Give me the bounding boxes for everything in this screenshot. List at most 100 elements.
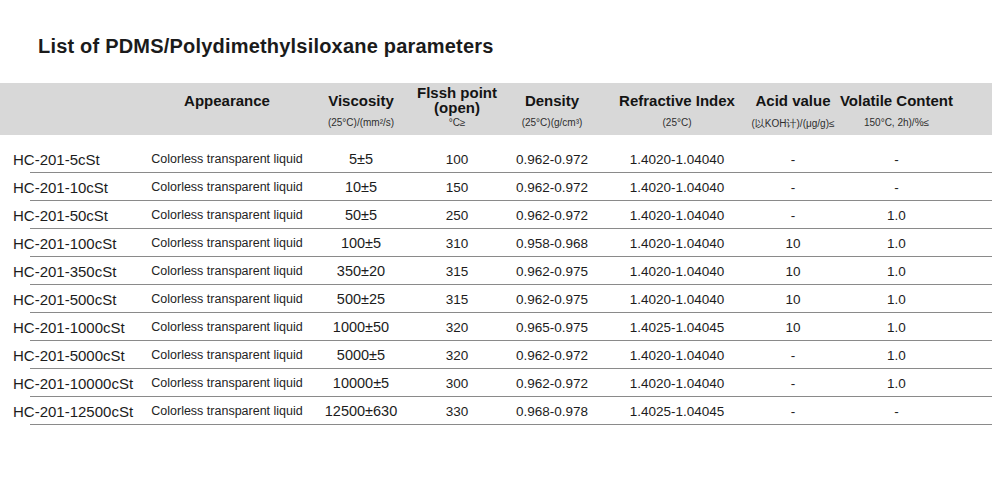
table-row: HC-201-350cSt Colorless transparent liqu…	[0, 257, 992, 285]
header-cell-refractive-index: Refractive Index (25°C)	[606, 83, 748, 135]
product-name-cell: HC-201-100cSt	[0, 235, 148, 252]
viscosity-cell: 12500±630	[306, 403, 416, 419]
product-name-cell: HC-201-10cSt	[0, 179, 148, 196]
product-name-cell: HC-201-5000cSt	[0, 347, 148, 364]
density-cell: 0.962-0.975	[498, 292, 606, 307]
flash-point-cell: 300	[416, 376, 498, 391]
viscosity-cell: 10±5	[306, 179, 416, 195]
header-cell-product	[0, 83, 148, 135]
density-cell: 0.958-0.968	[498, 236, 606, 251]
density-cell: 0.962-0.975	[498, 264, 606, 279]
acid-value-cell: -	[748, 152, 838, 167]
refractive-index-cell: 1.4020-1.04040	[606, 376, 748, 391]
table-row: HC-201-5cSt Colorless transparent liquid…	[0, 145, 992, 173]
header-cell-acid-value: Acid value (以KOH计)/(μg/g)≤	[748, 83, 838, 135]
volatile-content-cell: 1.0	[838, 236, 955, 251]
column-header-unit: °C≥	[449, 117, 466, 130]
header-cell-volatile-content: Volatile Content 150°C, 2h)/%≤	[838, 83, 955, 135]
volatile-content-cell: -	[838, 152, 955, 167]
product-name-cell: HC-201-10000cSt	[0, 375, 148, 392]
volatile-content-cell: 1.0	[838, 264, 955, 279]
table-row: HC-201-50cSt Colorless transparent liqui…	[0, 201, 992, 229]
page-title: List of PDMS/Polydimethylsiloxane parame…	[0, 0, 992, 60]
flash-point-cell: 310	[416, 236, 498, 251]
column-header-label: Acid value	[755, 83, 830, 117]
table-row: HC-201-10000cSt Colorless transparent li…	[0, 369, 992, 397]
refractive-index-cell: 1.4025-1.04045	[606, 404, 748, 419]
density-cell: 0.962-0.972	[498, 180, 606, 195]
flash-point-cell: 320	[416, 320, 498, 335]
column-header-label: Density	[525, 83, 579, 117]
volatile-content-cell: 1.0	[838, 292, 955, 307]
column-header-label: Viscosity	[328, 83, 394, 117]
flash-point-cell: 100	[416, 152, 498, 167]
column-header-label-line1: Flssh point	[417, 85, 497, 100]
viscosity-cell: 1000±50	[306, 319, 416, 335]
table-row: HC-201-1000cSt Colorless transparent liq…	[0, 313, 992, 341]
flash-point-cell: 150	[416, 180, 498, 195]
header-cell-density: Density (25°C)(g/cm³)	[498, 83, 606, 135]
refractive-index-cell: 1.4020-1.04040	[606, 236, 748, 251]
flash-point-cell: 250	[416, 208, 498, 223]
volatile-content-cell: -	[838, 404, 955, 419]
viscosity-cell: 500±25	[306, 291, 416, 307]
column-header-unit: (25°C)/(mm²/s)	[328, 117, 394, 130]
column-header-unit: (25°C)(g/cm³)	[522, 117, 583, 130]
flash-point-cell: 330	[416, 404, 498, 419]
density-cell: 0.962-0.972	[498, 208, 606, 223]
acid-value-cell: -	[748, 404, 838, 419]
volatile-content-cell: 1.0	[838, 348, 955, 363]
header-cell-appearance: Appearance	[148, 83, 306, 135]
product-name-cell: HC-201-1000cSt	[0, 319, 148, 336]
appearance-cell: Colorless transparent liquid	[148, 320, 306, 334]
volatile-content-cell: 1.0	[838, 320, 955, 335]
acid-value-cell: -	[748, 376, 838, 391]
volatile-content-cell: 1.0	[838, 208, 955, 223]
viscosity-cell: 50±5	[306, 207, 416, 223]
appearance-cell: Colorless transparent liquid	[148, 152, 306, 166]
column-header-label: Flssh point (open)	[417, 83, 497, 117]
density-cell: 0.968-0.978	[498, 404, 606, 419]
viscosity-cell: 100±5	[306, 235, 416, 251]
table-row: HC-201-100cSt Colorless transparent liqu…	[0, 229, 992, 257]
acid-value-cell: 10	[748, 236, 838, 251]
density-cell: 0.965-0.975	[498, 320, 606, 335]
acid-value-cell: -	[748, 208, 838, 223]
column-header-label: Appearance	[184, 83, 270, 117]
refractive-index-cell: 1.4020-1.04040	[606, 348, 748, 363]
refractive-index-cell: 1.4025-1.04045	[606, 320, 748, 335]
product-name-cell: HC-201-350cSt	[0, 263, 148, 280]
column-header-unit: (25°C)	[662, 117, 691, 130]
appearance-cell: Colorless transparent liquid	[148, 180, 306, 194]
refractive-index-cell: 1.4020-1.04040	[606, 292, 748, 307]
appearance-cell: Colorless transparent liquid	[148, 348, 306, 362]
viscosity-cell: 5±5	[306, 151, 416, 167]
volatile-content-cell: -	[838, 180, 955, 195]
header-cell-viscosity: Viscosity (25°C)/(mm²/s)	[306, 83, 416, 135]
column-header-unit: 150°C, 2h)/%≤	[864, 117, 929, 130]
table-row: HC-201-500cSt Colorless transparent liqu…	[0, 285, 992, 313]
table-row: HC-201-5000cSt Colorless transparent liq…	[0, 341, 992, 369]
refractive-index-cell: 1.4020-1.04040	[606, 180, 748, 195]
refractive-index-cell: 1.4020-1.04040	[606, 208, 748, 223]
appearance-cell: Colorless transparent liquid	[148, 236, 306, 250]
table-row: HC-201-12500cSt Colorless transparent li…	[0, 397, 992, 425]
acid-value-cell: -	[748, 180, 838, 195]
column-header-label: Refractive Index	[619, 83, 735, 117]
table-header: Appearance Viscosity (25°C)/(mm²/s) Flss…	[0, 83, 992, 135]
appearance-cell: Colorless transparent liquid	[148, 264, 306, 278]
column-header-label-line2: (open)	[434, 100, 480, 115]
density-cell: 0.962-0.972	[498, 152, 606, 167]
flash-point-cell: 315	[416, 292, 498, 307]
appearance-cell: Colorless transparent liquid	[148, 292, 306, 306]
density-cell: 0.962-0.972	[498, 376, 606, 391]
acid-value-cell: 10	[748, 320, 838, 335]
header-cell-spacer	[955, 83, 992, 135]
header-cell-flash-point: Flssh point (open) °C≥	[416, 83, 498, 135]
column-header-unit: (以KOH计)/(μg/g)≤	[752, 117, 835, 130]
product-name-cell: HC-201-50cSt	[0, 207, 148, 224]
refractive-index-cell: 1.4020-1.04040	[606, 264, 748, 279]
acid-value-cell: -	[748, 348, 838, 363]
viscosity-cell: 350±20	[306, 263, 416, 279]
product-name-cell: HC-201-5cSt	[0, 151, 148, 168]
